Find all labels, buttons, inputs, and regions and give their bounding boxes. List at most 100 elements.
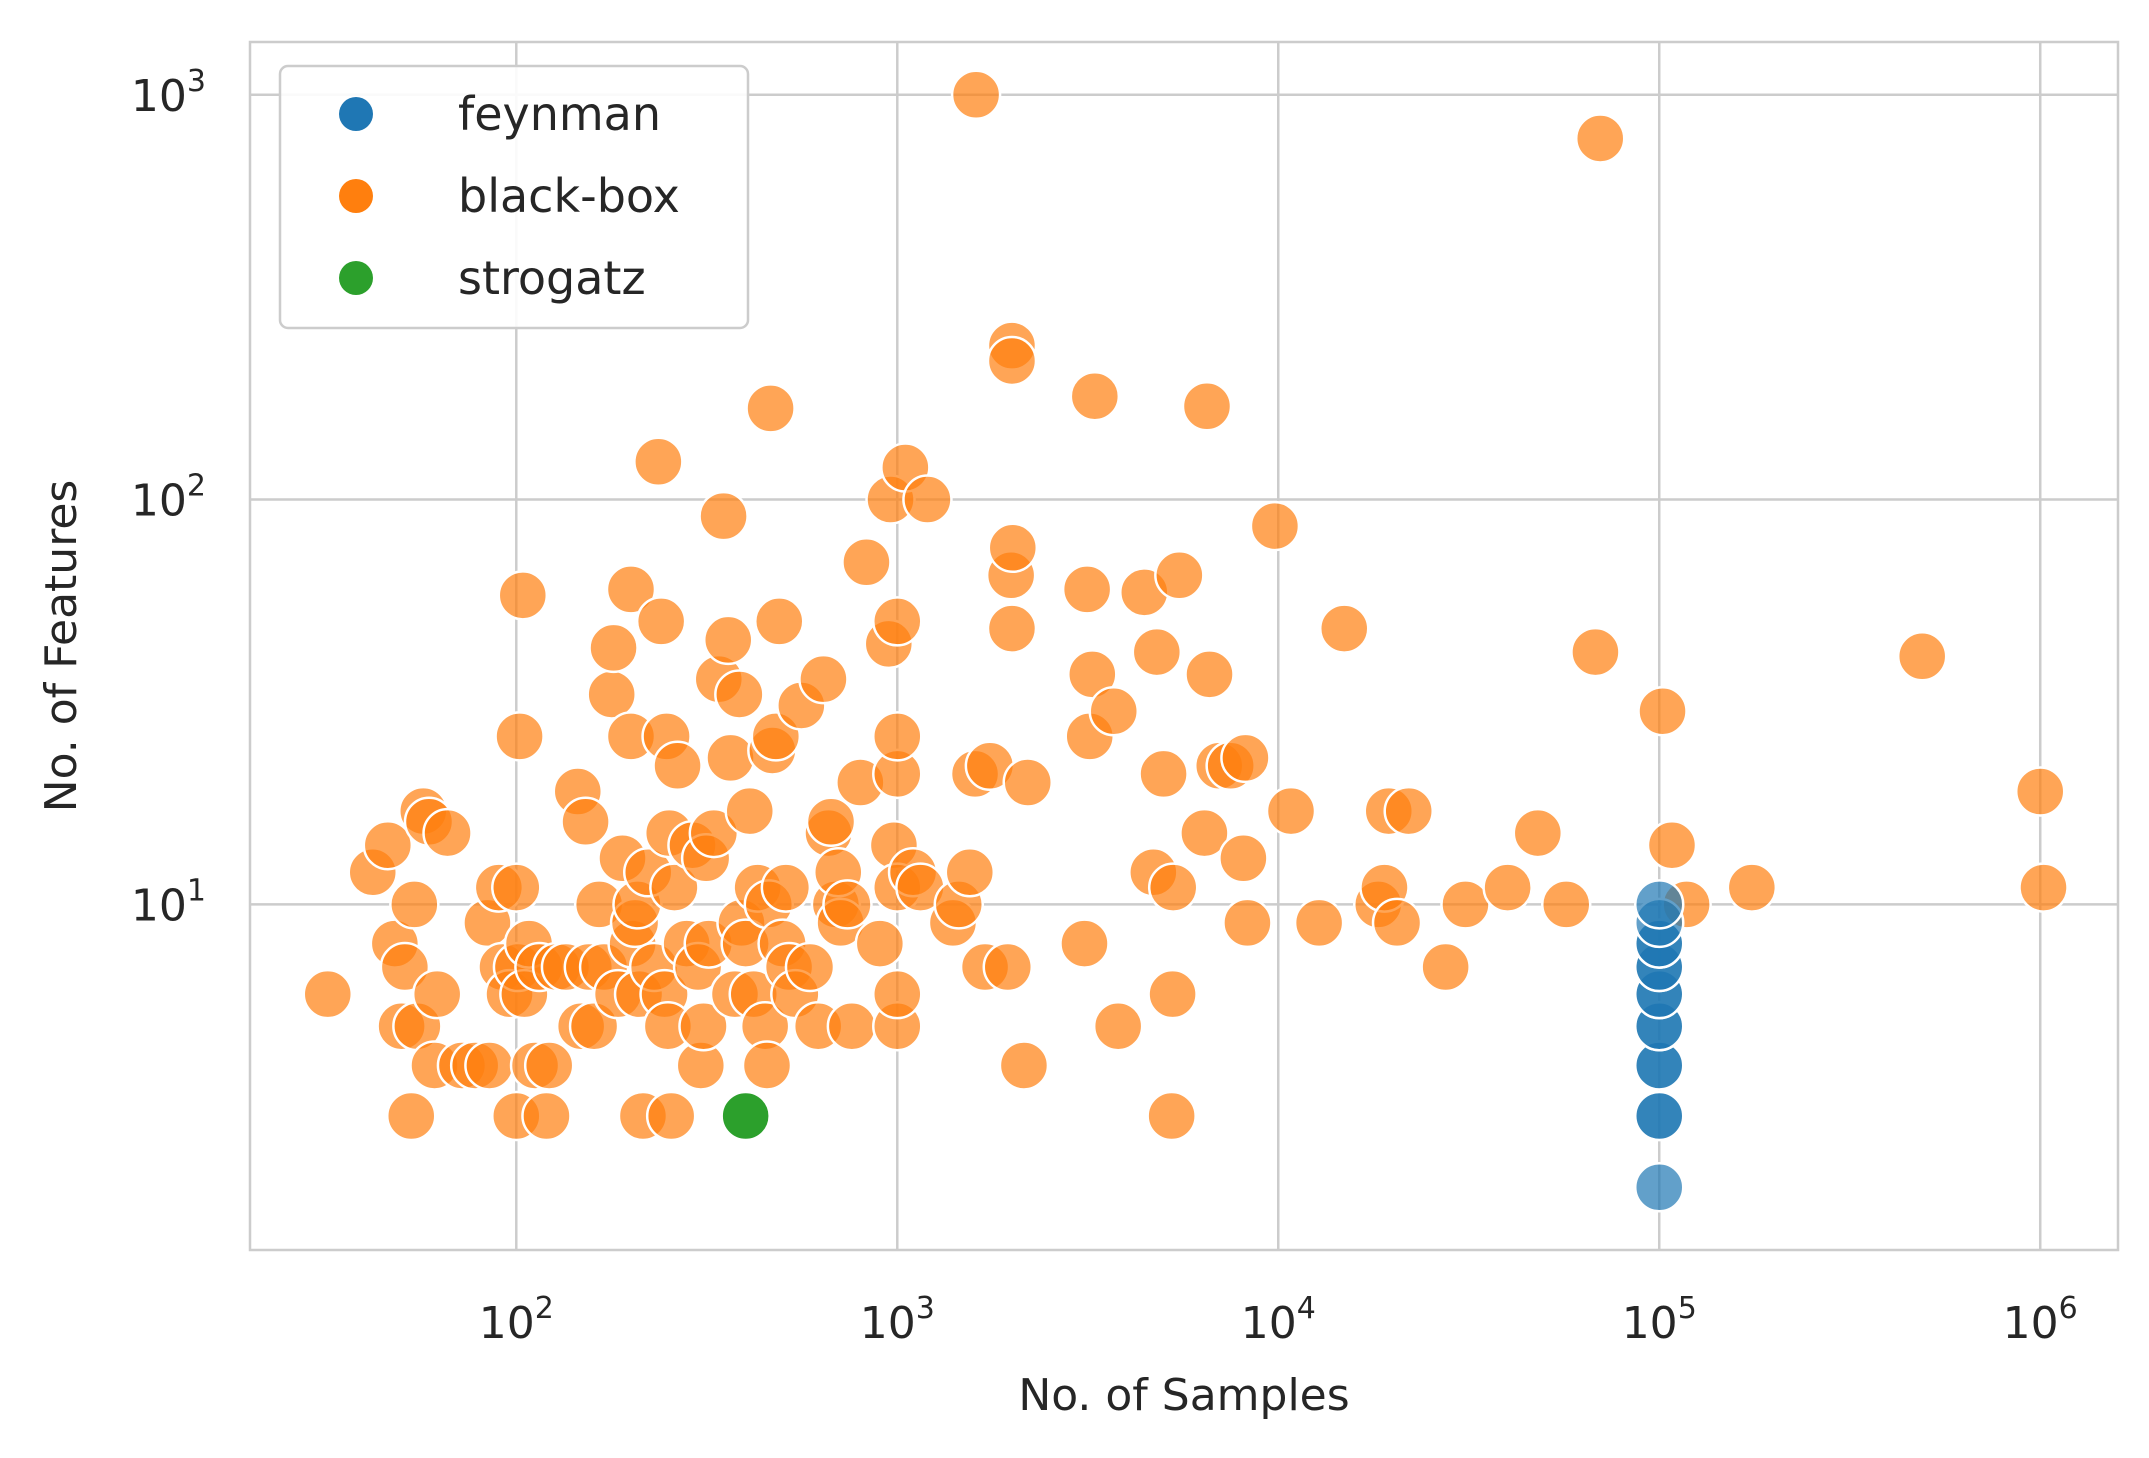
x-tick-base: 10 [2003,1298,2059,1349]
black-box-point [494,711,545,762]
black-box-point [805,796,857,847]
black-box-point [986,603,1038,654]
black-box-point [944,847,996,898]
black-box-point [1220,732,1271,784]
x-tick-exponent: 4 [1297,1291,1316,1326]
black-box-point [760,862,812,913]
black-box-point [1371,897,1423,949]
y-axis-label: No. of Features [36,480,87,813]
x-tick-base: 10 [860,1298,916,1349]
black-box-point [464,1040,515,1091]
black-box-point [422,807,473,859]
black-box-point [302,968,354,1020]
black-box-point [1265,785,1317,837]
black-box-point [523,1040,575,1091]
black-box-point [1131,626,1183,678]
black-box-point [724,785,776,837]
y-tick-exponent: 3 [187,64,206,99]
black-box-point [1147,862,1199,913]
legend-marker-strogatz [339,261,373,295]
black-box-point [1147,968,1198,1020]
x-tick-base: 10 [1241,1298,1297,1349]
black-box-point [841,537,892,588]
black-box-point [362,819,414,871]
x-tick-exponent: 6 [2059,1291,2078,1326]
data-points [302,69,2069,1213]
black-box-point [872,968,923,1020]
legend: feynman black-box strogatz [278,64,750,330]
x-axis-label: No. of Samples [1018,1370,1349,1421]
black-box-point [902,474,953,525]
black-box-point [1069,370,1121,422]
black-box-point [1222,897,1273,949]
black-box-point [982,941,1034,993]
y-tick-base: 10 [131,880,187,931]
black-box-point [1179,807,1230,859]
x-tick-exponent: 3 [916,1291,935,1326]
black-box-point [645,1090,697,1142]
black-box-point [605,564,657,615]
black-box-point [1896,631,1948,682]
legend-label-feynman: feynman [458,87,661,141]
black-box-point [389,879,440,930]
black-box-point [1318,603,1370,654]
legend-marker-feynman [339,97,373,131]
legend-marker-black-box [339,179,373,213]
legend-frame [278,64,750,330]
black-box-point [1383,785,1434,837]
x-tick-base: 10 [479,1298,535,1349]
black-box-point [2014,766,2066,817]
black-box-point [698,490,749,542]
legend-label-black-box: black-box [458,169,680,223]
black-box-point [2018,862,2069,913]
black-box-point [1646,819,1698,871]
black-box-point [998,1040,1050,1091]
black-box-point [635,596,687,647]
black-box-point [588,622,639,674]
black-box-point [1184,649,1235,700]
black-box-point [411,968,463,1020]
black-box-point [1293,897,1345,949]
series-black-box [302,69,2069,1142]
black-box-point [822,879,873,930]
x-tick-exponent: 5 [1678,1291,1697,1326]
black-box-point [741,1040,793,1091]
black-box-point [1154,550,1205,601]
black-box-point [702,614,754,666]
y-tick-base: 10 [131,71,187,122]
black-box-point [633,436,684,487]
black-box-point [652,740,703,791]
x-tick-label: 106 [2003,1291,2078,1349]
black-box-point [798,653,849,705]
black-box-point [1146,1090,1197,1142]
black-box-point [714,669,765,720]
black-box-point [379,941,431,993]
black-box-point [987,522,1039,574]
black-box-point [1138,748,1189,800]
black-box-point [754,596,805,647]
black-box-point [826,1000,878,1052]
black-box-point [950,69,1002,121]
series-strogatz [720,1090,771,1142]
x-tick-label: 103 [860,1291,935,1349]
y-tick-exponent: 2 [187,469,206,504]
x-tick-label: 105 [1622,1291,1697,1349]
black-box-point [1249,500,1301,552]
y-tick-exponent: 1 [187,873,206,908]
black-box-point [1059,918,1110,969]
black-box-point [1570,626,1621,678]
black-box-point [649,862,700,913]
series-feynman [1633,879,1685,1213]
black-box-point [745,383,796,434]
feynman-point [1633,1162,1685,1213]
legend-label-strogatz: strogatz [458,251,646,305]
x-tick-exponent: 2 [535,1291,554,1326]
black-box-point [1420,941,1471,993]
black-box-point [872,596,923,647]
y-tick-label: 101 [131,873,206,931]
black-box-point [1181,381,1233,432]
strogatz-point [720,1090,771,1142]
black-box-point [1637,685,1688,737]
